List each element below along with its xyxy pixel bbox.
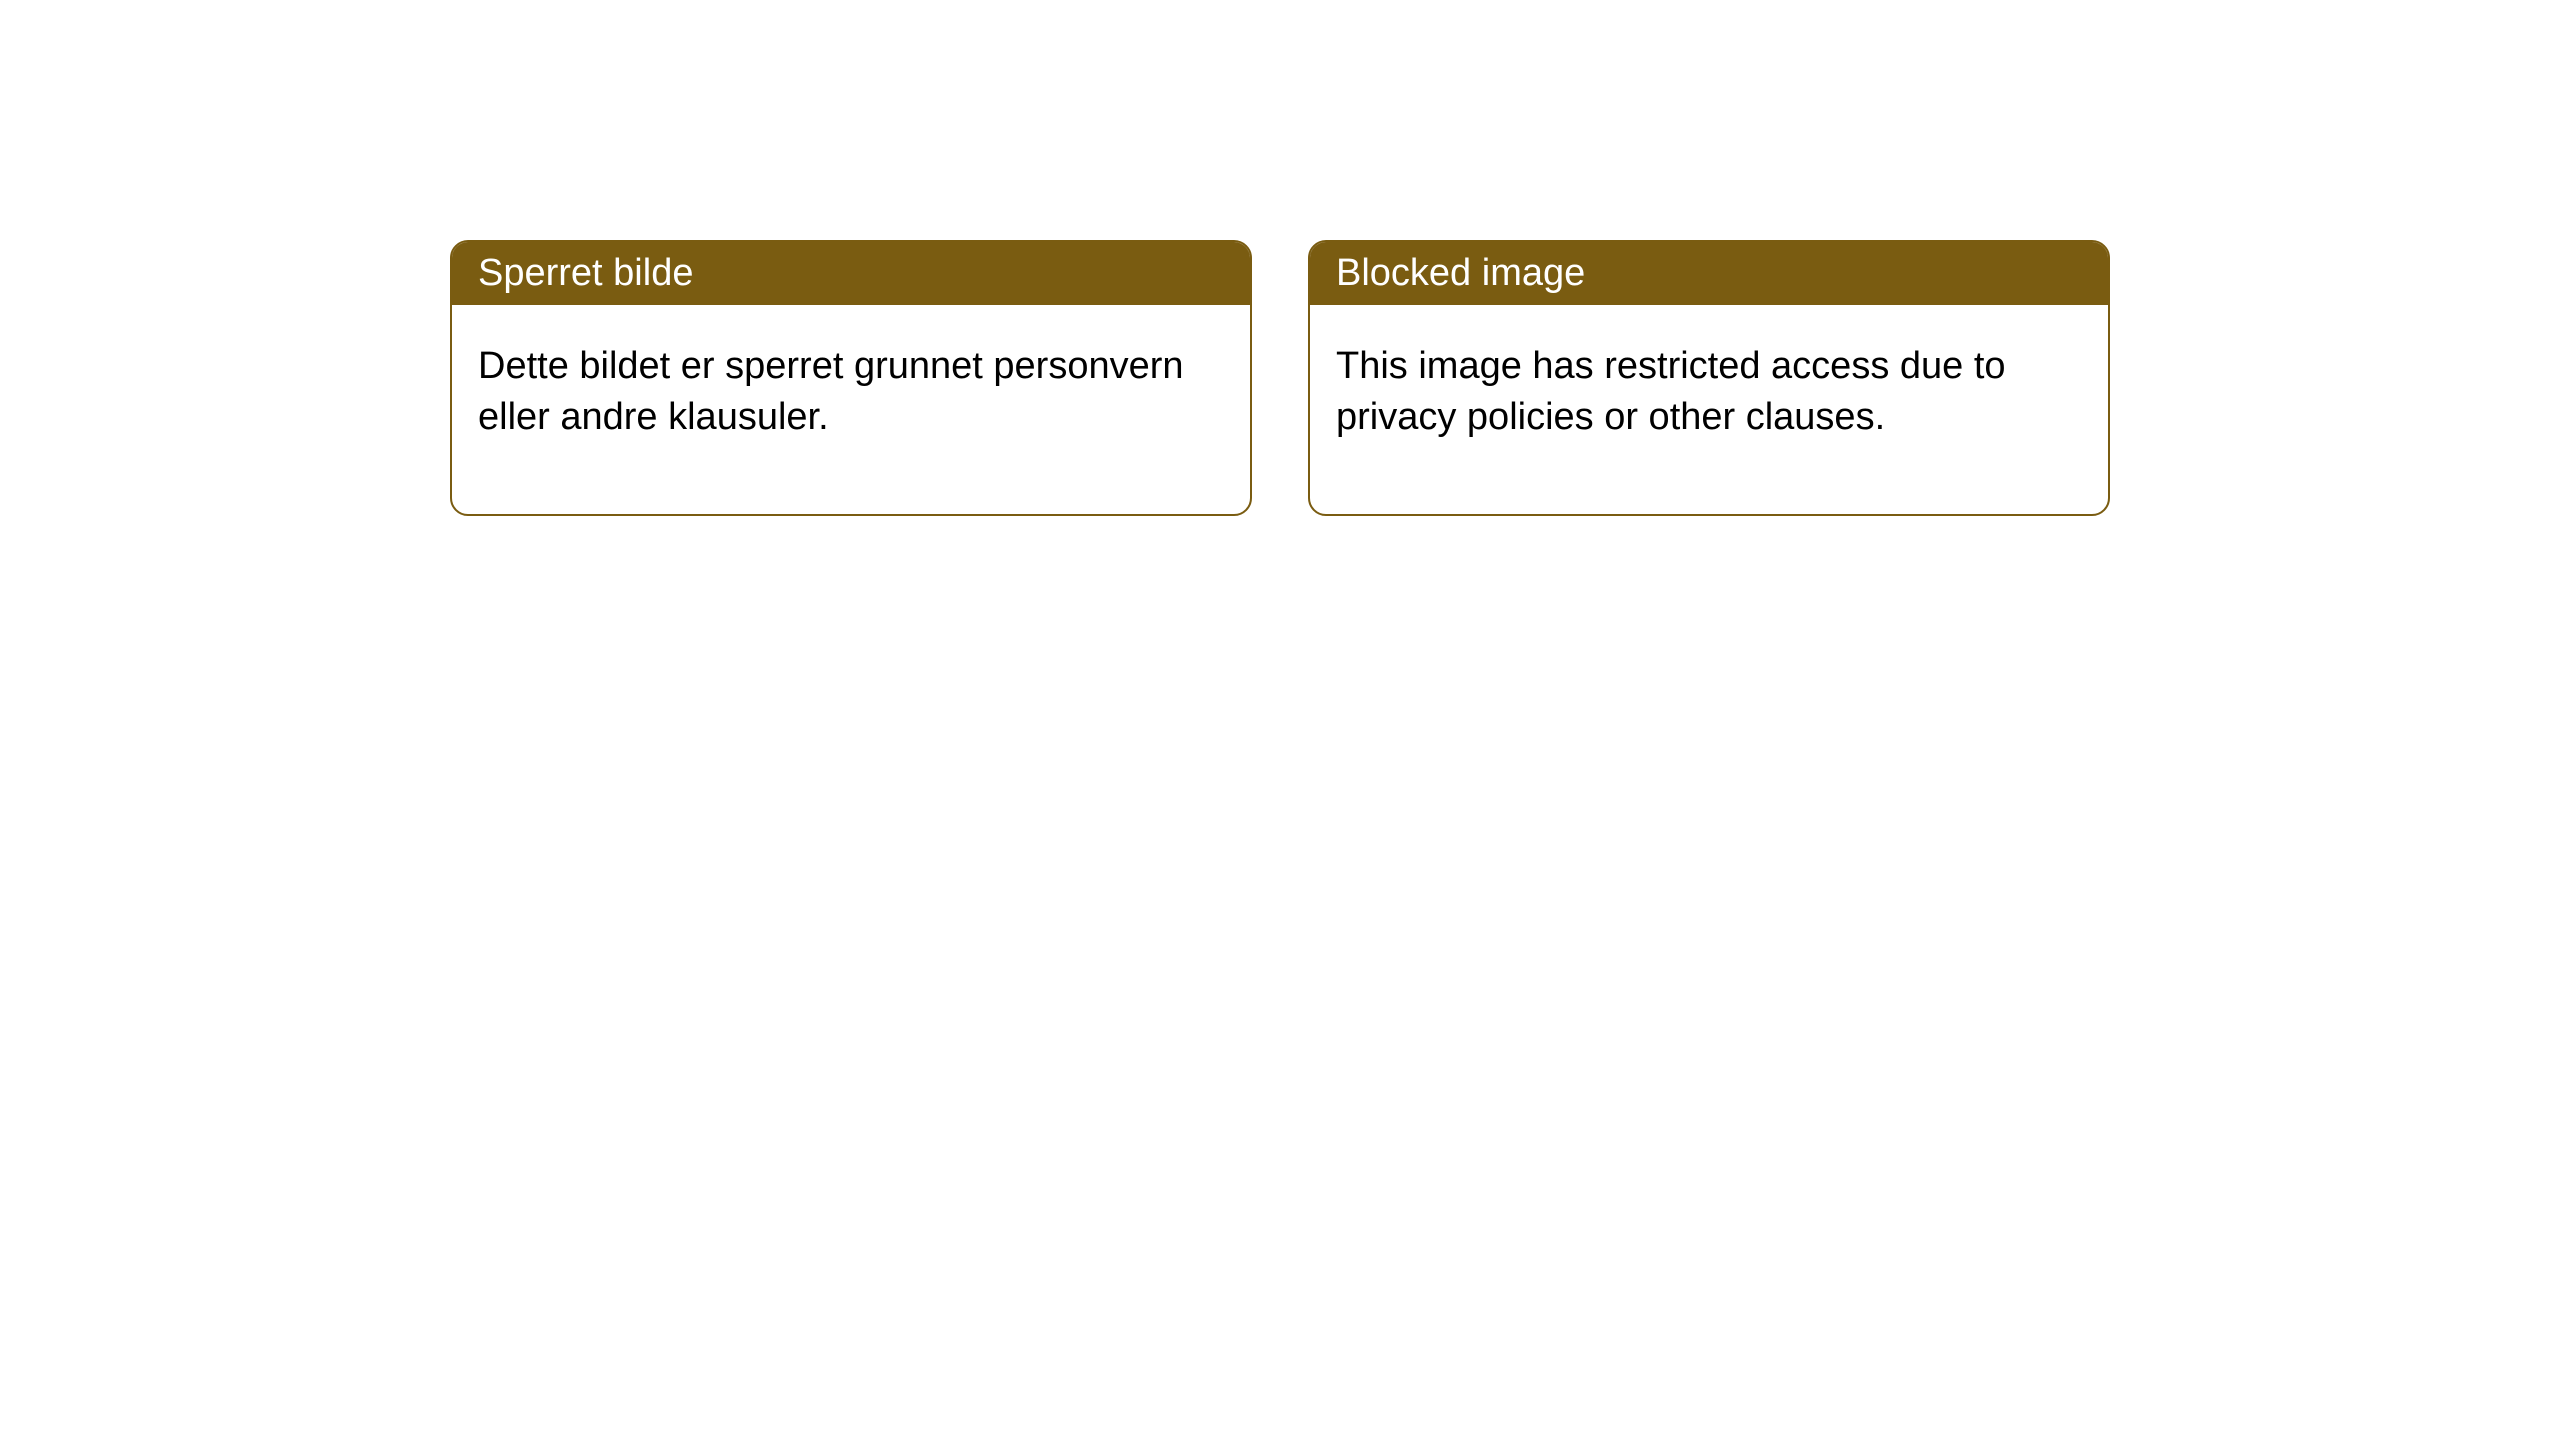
notice-header-english: Blocked image xyxy=(1310,242,2108,305)
notice-header-norwegian: Sperret bilde xyxy=(452,242,1250,305)
notice-card-english: Blocked image This image has restricted … xyxy=(1308,240,2110,516)
notice-body-english: This image has restricted access due to … xyxy=(1310,305,2108,514)
notice-text-english: This image has restricted access due to … xyxy=(1336,345,2006,438)
notice-title-english: Blocked image xyxy=(1336,252,1585,294)
notice-card-norwegian: Sperret bilde Dette bildet er sperret gr… xyxy=(450,240,1252,516)
notice-body-norwegian: Dette bildet er sperret grunnet personve… xyxy=(452,305,1250,514)
notice-title-norwegian: Sperret bilde xyxy=(478,252,693,294)
notice-text-norwegian: Dette bildet er sperret grunnet personve… xyxy=(478,345,1184,438)
notice-container: Sperret bilde Dette bildet er sperret gr… xyxy=(450,240,2110,516)
